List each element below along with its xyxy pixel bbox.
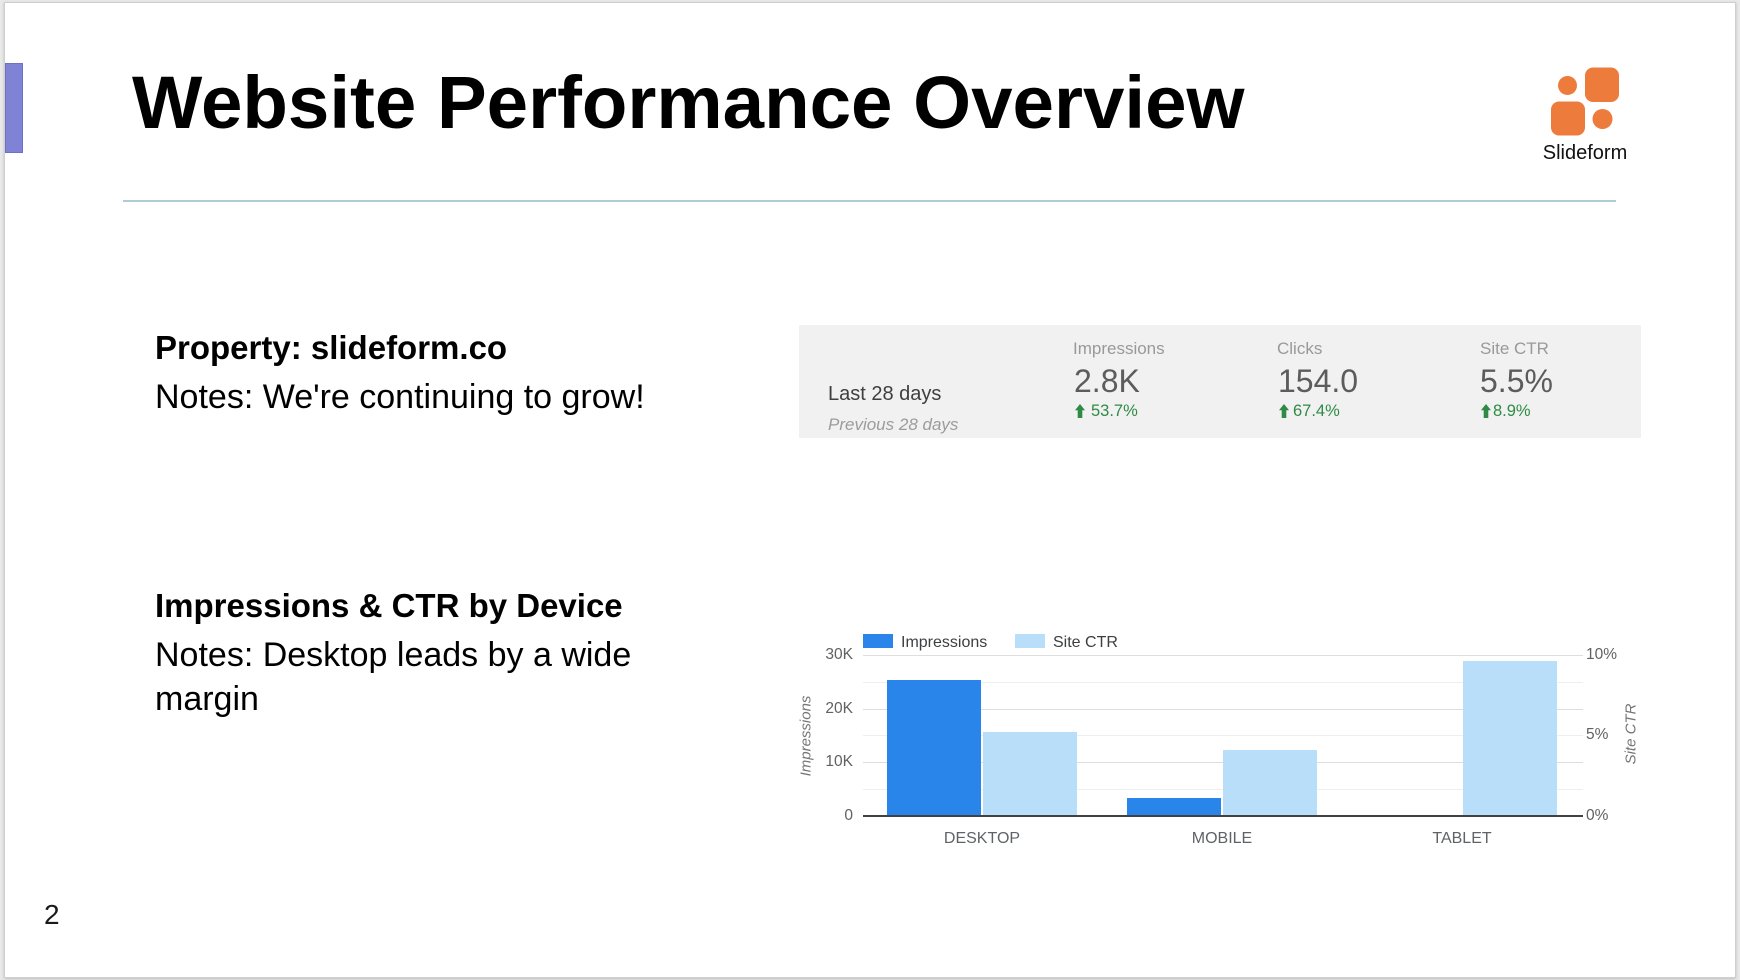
svg-text:Slideform: Slideform [1543,142,1627,164]
